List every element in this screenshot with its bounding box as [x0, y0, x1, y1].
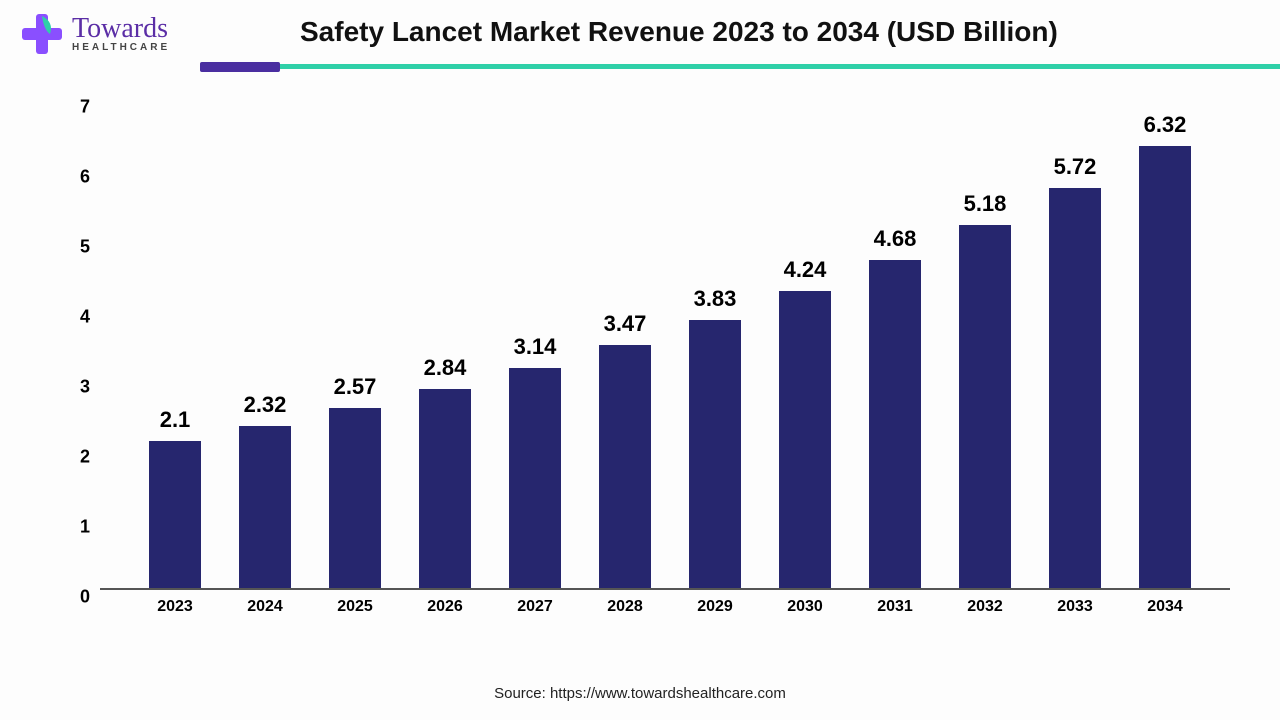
x-tick-label: 2033	[1057, 598, 1093, 616]
x-tick-label: 2026	[427, 598, 463, 616]
bar-value-label: 2.32	[244, 392, 287, 418]
bar-value-label: 4.24	[784, 257, 827, 283]
bar-value-label: 3.14	[514, 334, 557, 360]
y-tick-label: 1	[60, 517, 90, 538]
x-tick-label: 2029	[697, 598, 733, 616]
revenue-bar-chart: 0 1 2 3 4 5 6 7 2.1 2023 2.32 2024 2.57 2025 2.84 2026 3…	[60, 100, 1240, 640]
bar-value-label: 2.57	[334, 374, 377, 400]
x-tick-label: 2024	[247, 598, 283, 616]
y-tick-label: 6	[60, 167, 90, 188]
bar: 5.18	[959, 225, 1011, 588]
header: Towards HEALTHCARE Safety Lancet Market …	[0, 0, 1280, 70]
bar: 4.68	[869, 260, 921, 588]
bar-value-label: 2.84	[424, 355, 467, 381]
bar-value-label: 5.18	[964, 191, 1007, 217]
bar: 2.57	[329, 408, 381, 588]
x-tick-label: 2030	[787, 598, 823, 616]
x-tick-label: 2032	[967, 598, 1003, 616]
x-tick-label: 2027	[517, 598, 553, 616]
bar: 2.84	[419, 389, 471, 588]
logo-word-towards: Towards	[72, 15, 170, 43]
y-tick-label: 4	[60, 307, 90, 328]
bar: 2.32	[239, 426, 291, 588]
bar-value-label: 4.68	[874, 226, 917, 252]
logo-cross-icon	[20, 12, 64, 56]
y-tick-label: 2	[60, 447, 90, 468]
y-tick-label: 7	[60, 97, 90, 118]
bar-value-label: 3.83	[694, 286, 737, 312]
y-tick-label: 5	[60, 237, 90, 258]
x-tick-label: 2031	[877, 598, 913, 616]
bar: 3.83	[689, 320, 741, 588]
source-text: Source: https://www.towardshealthcare.co…	[494, 685, 786, 702]
bar: 4.24	[779, 291, 831, 588]
bar: 5.72	[1049, 188, 1101, 588]
bar-value-label: 5.72	[1054, 154, 1097, 180]
y-tick-label: 0	[60, 587, 90, 608]
x-tick-label: 2028	[607, 598, 643, 616]
x-tick-label: 2023	[157, 598, 193, 616]
bar-value-label: 6.32	[1144, 112, 1187, 138]
x-tick-label: 2034	[1147, 598, 1183, 616]
bar-value-label: 2.1	[160, 407, 191, 433]
chart-title: Safety Lancet Market Revenue 2023 to 203…	[300, 16, 1058, 48]
logo-word-healthcare: HEALTHCARE	[72, 43, 170, 53]
y-tick-label: 3	[60, 377, 90, 398]
bar: 3.14	[509, 368, 561, 588]
x-tick-label: 2025	[337, 598, 373, 616]
bar: 2.1	[149, 441, 201, 588]
brand-logo: Towards HEALTHCARE	[20, 12, 170, 56]
accent-line	[200, 64, 1280, 69]
bar: 6.32	[1139, 146, 1191, 588]
bar: 3.47	[599, 345, 651, 588]
bar-value-label: 3.47	[604, 311, 647, 337]
